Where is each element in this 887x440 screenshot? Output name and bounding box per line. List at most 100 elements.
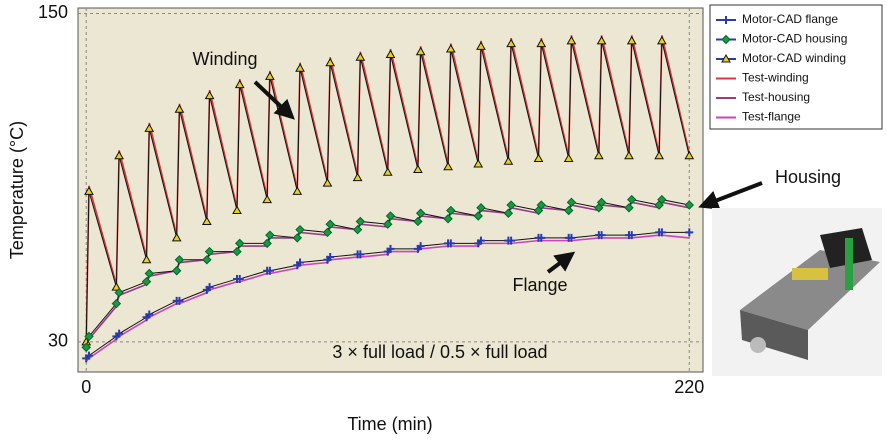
annotation: 3 × full load / 0.5 × full load [332, 342, 547, 362]
marker [413, 216, 423, 227]
legend-box [709, 4, 883, 130]
marker [624, 203, 634, 213]
marker [446, 239, 455, 248]
marker [385, 49, 396, 59]
marker [413, 164, 423, 173]
marker [174, 104, 185, 113]
marker [296, 258, 305, 267]
marker [476, 203, 486, 213]
marker [476, 236, 485, 245]
marker [352, 172, 363, 182]
marker [596, 35, 607, 45]
marker [416, 242, 425, 251]
marker [593, 150, 604, 160]
legend-label: Motor-CAD winding [742, 51, 846, 65]
marker [322, 178, 333, 187]
marker [235, 238, 245, 249]
legend-label: Motor-CAD housing [742, 32, 847, 46]
marker [235, 274, 244, 283]
marker [175, 296, 184, 305]
marker [473, 211, 483, 221]
y-tick-label: 30 [48, 331, 68, 351]
marker [657, 35, 667, 45]
marker [265, 266, 274, 275]
marker [443, 214, 453, 224]
marker [174, 255, 185, 265]
marker [383, 219, 393, 229]
marker [171, 232, 182, 242]
marker [355, 216, 366, 227]
marker [292, 233, 303, 243]
marker [81, 342, 91, 353]
marker [415, 208, 426, 218]
marker [352, 224, 363, 235]
marker [596, 197, 607, 208]
marker [446, 205, 456, 216]
x-tick-label: 0 [81, 377, 91, 397]
marker [536, 38, 547, 48]
marker [626, 35, 637, 45]
marker [322, 227, 333, 238]
marker [295, 63, 305, 72]
marker [654, 150, 665, 160]
marker [627, 231, 636, 240]
marker [507, 236, 516, 245]
marker [205, 283, 214, 292]
marker [292, 186, 303, 195]
marker [204, 246, 215, 257]
marker [144, 268, 154, 279]
marker [415, 46, 426, 56]
marker [232, 205, 242, 215]
marker [473, 158, 484, 168]
marker [566, 197, 577, 208]
marker [265, 230, 275, 240]
marker [563, 205, 574, 216]
marker [111, 298, 122, 309]
marker [84, 331, 94, 342]
marker [385, 211, 396, 221]
marker [503, 156, 514, 165]
legend-label: Test-flange [742, 110, 801, 124]
marker [684, 150, 695, 160]
arrow [253, 80, 295, 120]
marker [657, 228, 666, 237]
marker [536, 200, 546, 210]
marker [141, 276, 152, 287]
arrow [546, 251, 576, 274]
marker [84, 351, 93, 360]
marker [84, 186, 94, 195]
marker [325, 57, 336, 67]
marker [566, 35, 577, 45]
marker [506, 200, 516, 210]
marker [503, 208, 514, 218]
marker [627, 194, 637, 205]
marker [265, 71, 275, 80]
marker [597, 231, 606, 240]
marker [443, 161, 453, 171]
marker [533, 153, 544, 163]
marker [202, 255, 212, 265]
marker [114, 287, 124, 298]
marker [685, 228, 694, 237]
marker [445, 44, 456, 53]
marker [476, 41, 486, 50]
marker [537, 233, 546, 242]
marker [355, 52, 366, 61]
marker [201, 216, 212, 225]
marker [382, 167, 393, 176]
annotation: Flange [512, 275, 567, 295]
marker [325, 219, 335, 229]
marker [145, 310, 154, 319]
y-axis-title: Temperature (°C) [7, 121, 27, 259]
arrow [698, 181, 763, 210]
legend-label: Test-housing [742, 90, 810, 104]
motor-photo [712, 208, 882, 376]
x-tick-label: 220 [674, 377, 704, 397]
marker [171, 266, 182, 276]
marker [356, 250, 365, 259]
y-tick-label: 150 [38, 2, 68, 22]
marker [262, 194, 273, 204]
marker [624, 150, 634, 160]
marker [567, 233, 576, 242]
